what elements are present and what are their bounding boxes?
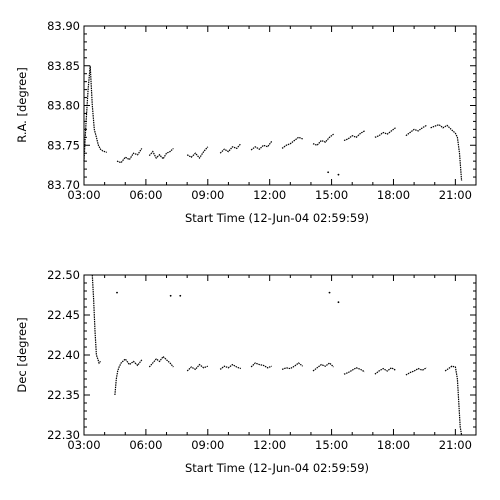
dec-x-tick-label: 21:00 bbox=[439, 438, 472, 452]
ra-data-segment bbox=[343, 130, 365, 142]
dec-chart: 03:00 06:00 09:00 12:00 15:00 18:00 21:00 22.30… bbox=[15, 268, 477, 475]
dec-ticks: 03:00 06:00 09:00 12:00 15:00 18:00 21:00 22.30… bbox=[47, 268, 477, 452]
dec-x-tick-label: 18:00 bbox=[377, 438, 410, 452]
ra-x-tick-label: 06:00 bbox=[129, 188, 162, 202]
ra-y-tick-label: 83.90 bbox=[47, 19, 80, 33]
ra-data-point bbox=[327, 171, 330, 174]
dec-x-axis-title: Start Time (12-Jun-04 02:59:59) bbox=[185, 461, 369, 475]
ra-chart: 03:00 06:00 09:00 12:00 15:00 18:00 21:00 83.70… bbox=[15, 19, 477, 225]
dec-data-point bbox=[337, 301, 340, 304]
dec-y-tick-label: 22.35 bbox=[47, 388, 80, 402]
dec-y-axis-title: Dec [degree] bbox=[15, 317, 29, 392]
ra-data-segment bbox=[116, 148, 143, 164]
dec-x-tick-label: 03:00 bbox=[67, 438, 100, 452]
ra-data-segment bbox=[83, 65, 107, 162]
ra-data-segment bbox=[312, 133, 334, 147]
dec-data-segment bbox=[186, 363, 209, 372]
ra-x-axis-title: Start Time (12-Jun-04 02:59:59) bbox=[185, 211, 369, 225]
ra-data-segment bbox=[186, 146, 209, 159]
ra-x-tick-label: 18:00 bbox=[377, 188, 410, 202]
dec-data-segment bbox=[374, 367, 396, 375]
dec-data-point bbox=[179, 294, 182, 297]
dec-data-segment bbox=[343, 367, 365, 375]
ra-data-segment bbox=[148, 147, 174, 160]
ra-data-segment bbox=[374, 127, 396, 138]
ra-data-segment bbox=[250, 140, 273, 151]
dec-data-segment bbox=[91, 274, 101, 365]
ra-data-segment bbox=[219, 143, 242, 154]
dec-y-tick-label: 22.40 bbox=[47, 348, 80, 362]
dec-x-tick-label: 06:00 bbox=[129, 438, 162, 452]
dec-data-segment bbox=[114, 358, 143, 396]
ra-data-point bbox=[337, 173, 340, 176]
ra-y-tick-label: 83.80 bbox=[47, 99, 80, 113]
dec-x-tick-label: 15:00 bbox=[315, 438, 348, 452]
ra-y-tick-label: 83.75 bbox=[47, 138, 80, 152]
dec-x-tick-label: 09:00 bbox=[191, 438, 224, 452]
ra-x-tick-label: 12:00 bbox=[253, 188, 286, 202]
ra-y-tick-label: 83.70 bbox=[47, 178, 80, 192]
ra-y-tick-label: 83.85 bbox=[47, 59, 80, 73]
ra-data-segment bbox=[281, 136, 303, 149]
ra-x-tick-label: 03:00 bbox=[67, 188, 100, 202]
dec-data-marks bbox=[91, 274, 463, 436]
dec-data-segment bbox=[444, 365, 463, 436]
ra-data-segment bbox=[430, 123, 463, 182]
dec-data-point bbox=[116, 291, 118, 294]
dec-y-tick-label: 22.30 bbox=[47, 428, 80, 442]
ra-x-tick-label: 21:00 bbox=[439, 188, 472, 202]
dec-data-point bbox=[328, 291, 331, 294]
ra-data-segment bbox=[405, 124, 427, 137]
ra-data-marks bbox=[83, 65, 463, 182]
dec-data-segment bbox=[281, 362, 304, 370]
dec-data-segment bbox=[405, 367, 427, 376]
dec-data-point bbox=[169, 294, 172, 297]
ra-x-tick-label: 15:00 bbox=[315, 188, 348, 202]
ra-ticks: 03:00 06:00 09:00 12:00 15:00 18:00 21:00 83.70… bbox=[47, 19, 477, 202]
dec-data-segment bbox=[250, 362, 272, 369]
dec-y-tick-label: 22.50 bbox=[47, 268, 80, 282]
dec-data-segment bbox=[219, 363, 242, 370]
dec-data-segment bbox=[312, 362, 335, 372]
ra-x-tick-label: 09:00 bbox=[191, 188, 224, 202]
ra-y-axis-title: R.A. [degree] bbox=[15, 67, 29, 143]
dec-y-tick-label: 22.45 bbox=[47, 308, 80, 322]
dec-x-tick-label: 12:00 bbox=[253, 438, 286, 452]
